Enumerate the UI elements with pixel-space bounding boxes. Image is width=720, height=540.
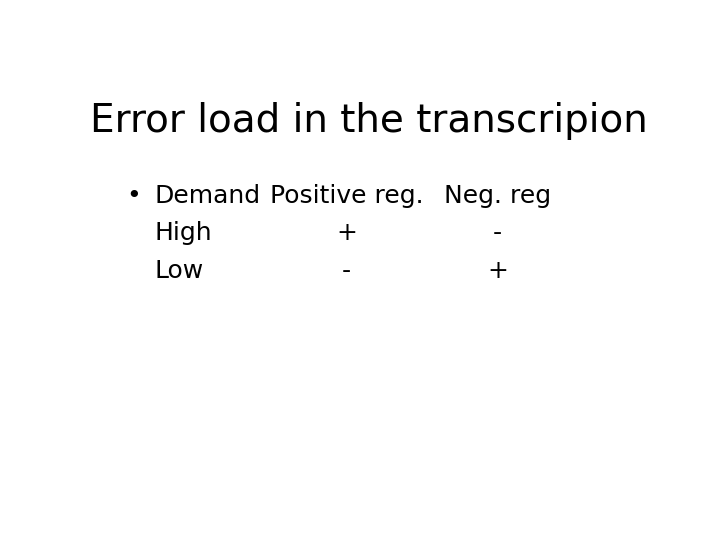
Text: -: - bbox=[342, 259, 351, 282]
Text: Low: Low bbox=[154, 259, 204, 282]
Text: Demand: Demand bbox=[154, 184, 261, 208]
Text: Positive reg.: Positive reg. bbox=[270, 184, 423, 208]
Text: +: + bbox=[336, 221, 357, 245]
Text: •: • bbox=[126, 184, 141, 208]
Text: Neg. reg: Neg. reg bbox=[444, 184, 551, 208]
Text: Error load in the transcripion: Error load in the transcripion bbox=[90, 102, 648, 140]
Text: -: - bbox=[492, 221, 502, 245]
Text: +: + bbox=[487, 259, 508, 282]
Text: High: High bbox=[154, 221, 212, 245]
